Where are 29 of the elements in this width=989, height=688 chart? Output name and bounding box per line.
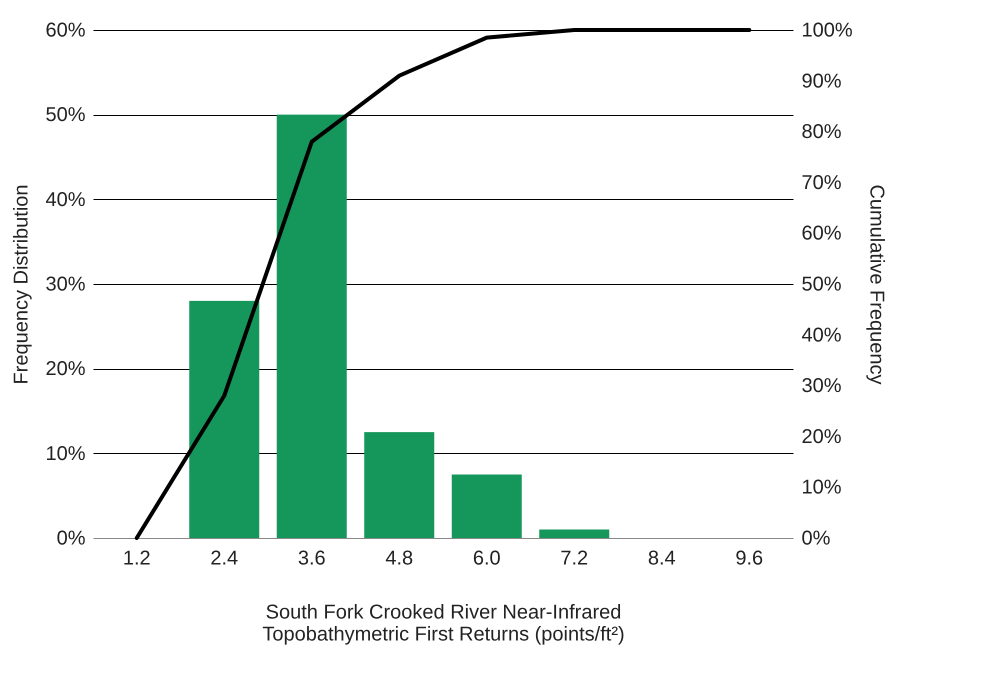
x-tick-label: 9.6 xyxy=(735,548,764,570)
x-tick-label: 1.2 xyxy=(122,548,151,570)
x-tick-label: 8.4 xyxy=(648,548,676,570)
y2-tick-label: 40% xyxy=(802,324,842,346)
y2-tick-label: 0% xyxy=(802,528,831,550)
y2-axis-title: Cumulative Frequency xyxy=(866,184,888,385)
y2-tick-label: 60% xyxy=(802,222,842,245)
y-tick-label: 40% xyxy=(45,188,86,211)
y-axis-title: Frequency Distribution xyxy=(10,184,32,385)
y-tick-label: 30% xyxy=(45,274,86,296)
y2-tick-label: 70% xyxy=(802,172,842,194)
y-tick-label: 10% xyxy=(45,442,86,465)
x-tick-label: 7.2 xyxy=(560,548,588,570)
y2-tick-label: 80% xyxy=(802,121,842,144)
x-tick-label: 2.4 xyxy=(210,548,238,570)
y2-tick-label: 20% xyxy=(802,426,842,448)
x-tick-label: 6.0 xyxy=(472,548,501,570)
y2-tick-label: 90% xyxy=(802,70,842,92)
y-tick-label: 20% xyxy=(45,358,86,380)
y2-tick-label: 100% xyxy=(802,20,853,42)
y-tick-label: 0% xyxy=(56,528,86,550)
y2-tick-label: 50% xyxy=(802,274,842,296)
x-tick-label: 4.8 xyxy=(385,548,414,570)
x-axis-title: South Fork Crooked River Near-Infrared Topobathymetric First Returns (points/ft²) xyxy=(262,602,625,646)
y2-tick-label: 10% xyxy=(802,476,842,499)
y-tick-label: 60% xyxy=(45,20,86,42)
x-tick-label: 3.6 xyxy=(298,548,326,570)
y-tick-label: 50% xyxy=(45,104,86,126)
y2-tick-label: 30% xyxy=(802,375,842,398)
